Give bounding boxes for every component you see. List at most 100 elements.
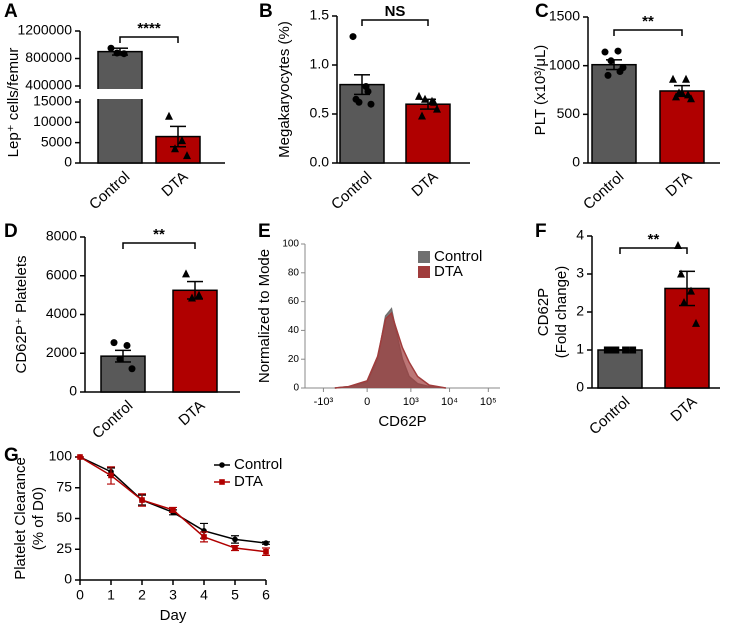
x-tick-label: DTA [662, 168, 695, 200]
data-point [123, 342, 131, 349]
y-axis-label: CD62P⁺ Platelets [13, 256, 30, 374]
data-point [608, 346, 616, 354]
y-tick-label: 25 [56, 540, 72, 556]
data-point [170, 507, 176, 513]
x-tick-label: 4 [200, 587, 208, 603]
panel-label: E [258, 221, 271, 242]
data-point [352, 95, 360, 103]
y-axis-label: (% of D0) [30, 487, 47, 550]
data-point [182, 269, 190, 278]
data-point [678, 88, 686, 97]
y-tick-label: 0 [69, 383, 77, 399]
y-tick-label: 6000 [46, 266, 77, 282]
data-point [110, 339, 118, 347]
panel-label: C [535, 1, 549, 22]
legend-label: DTA [434, 263, 463, 280]
significance-label: ** [648, 231, 660, 248]
bar [97, 50, 143, 164]
data-point [674, 241, 682, 249]
axis-break [72, 89, 217, 99]
bar [405, 103, 451, 164]
data-point [107, 44, 115, 52]
significance-bracket [119, 36, 179, 43]
panel-label: A [4, 1, 18, 22]
y-tick-label: 400000 [25, 77, 72, 93]
y-tick-label: 500 [557, 105, 581, 121]
data-point [612, 346, 620, 354]
significance-label: ** [642, 13, 654, 30]
data-point [684, 90, 692, 99]
y-tick-label: 0.5 [310, 105, 330, 121]
y-tick-label: 80 [288, 267, 300, 278]
data-point [692, 318, 700, 327]
bar [597, 349, 643, 389]
y-axis-label: CD62P [535, 288, 552, 336]
data-point [232, 545, 238, 551]
legend-label: Control [234, 456, 282, 473]
data-point [139, 497, 145, 503]
y-tick-label: 0 [293, 383, 299, 394]
y-axis-label: Platelet Clearance [12, 457, 29, 580]
data-point [418, 111, 426, 120]
y-tick-label: 1500 [549, 8, 580, 24]
x-tick-label: 1 [107, 587, 115, 603]
x-tick-label: 0 [76, 587, 84, 603]
data-point [364, 87, 372, 95]
x-tick-label: 0 [364, 396, 370, 408]
data-point [219, 462, 225, 468]
legend-label: Control [434, 248, 482, 265]
significance-bracket [619, 247, 688, 254]
data-point [430, 97, 438, 106]
y-tick-label: 800000 [25, 49, 72, 65]
data-point [263, 548, 269, 555]
data-point [201, 534, 207, 540]
y-tick-label: 0 [576, 379, 584, 395]
y-tick-label: 1 [576, 341, 584, 357]
x-axis-label: CD62P [378, 413, 426, 430]
legend-swatch [418, 266, 430, 278]
histogram-area [334, 311, 446, 389]
y-tick-label: 50 [56, 509, 72, 525]
bar [172, 289, 218, 393]
data-point [629, 346, 637, 354]
data-point [680, 298, 688, 306]
y-tick-label: 15000 [33, 93, 72, 109]
y-axis-label: Lep⁺ cells/femur [5, 48, 22, 158]
x-tick-label: 10⁴ [441, 396, 458, 408]
data-point [120, 50, 128, 58]
legend-label: DTA [234, 473, 263, 490]
x-tick-label: 5 [231, 587, 239, 603]
significance-label: NS [385, 3, 406, 20]
data-point [232, 536, 238, 543]
y-tick-label: 2000 [46, 344, 77, 360]
data-point [128, 365, 136, 373]
data-point [108, 472, 114, 479]
bar [659, 90, 705, 164]
significance-bracket [361, 19, 429, 26]
y-tick-label: 5000 [41, 133, 72, 149]
y-axis-label: (Fold change) [553, 266, 570, 359]
data-point [603, 346, 611, 354]
data-point [116, 355, 124, 363]
data-point [219, 479, 225, 485]
y-axis-label: Megakaryocytes (%) [276, 21, 293, 158]
x-tick-label: -10³ [314, 396, 334, 408]
data-point [349, 33, 357, 41]
data-point [183, 151, 191, 160]
y-tick-label: 4 [576, 227, 584, 243]
data-point [171, 144, 179, 153]
data-point [614, 47, 622, 55]
y-tick-label: 4000 [46, 305, 77, 321]
x-axis-label: Day [160, 607, 187, 624]
x-tick-label: Control [328, 168, 375, 213]
y-tick-label: 0.0 [310, 154, 330, 170]
data-point [415, 91, 423, 100]
y-tick-label: 8000 [46, 228, 77, 244]
data-point [682, 74, 690, 83]
y-tick-label: 1200000 [17, 22, 72, 38]
data-point [687, 286, 695, 295]
y-tick-label: 0 [64, 571, 72, 587]
data-point [433, 104, 441, 113]
y-tick-label: 75 [56, 478, 72, 494]
